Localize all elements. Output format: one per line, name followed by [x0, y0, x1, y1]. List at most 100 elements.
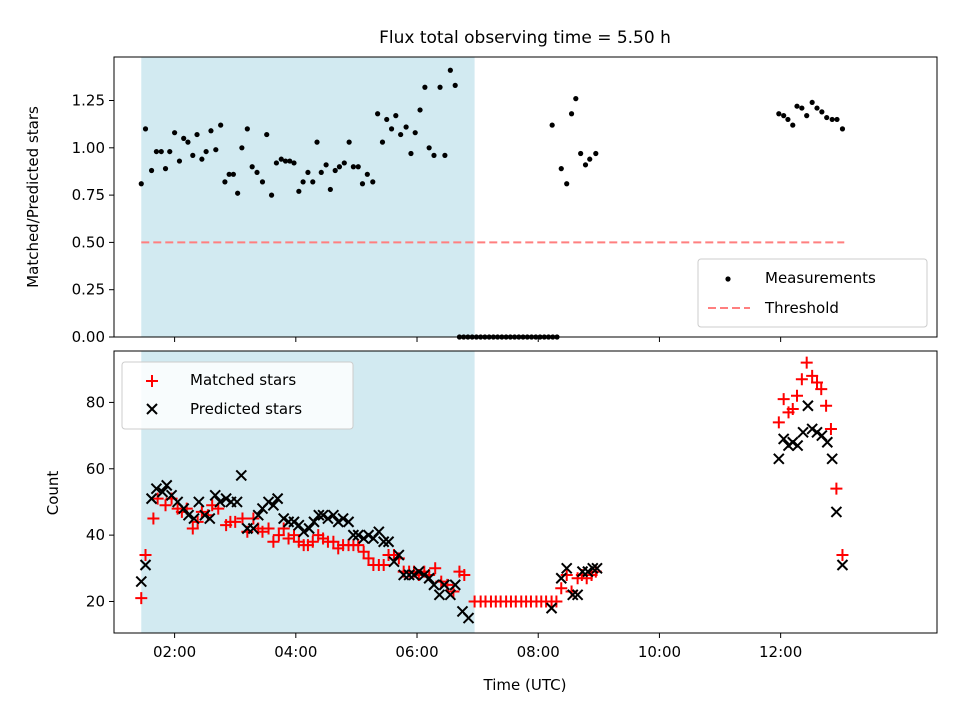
- measurement-point: [310, 179, 315, 184]
- measurement-point: [213, 147, 218, 152]
- predicted-star-point: [822, 437, 832, 447]
- predicted-star-point: [803, 401, 813, 411]
- legend-predicted-label: Predicted stars: [190, 400, 302, 418]
- measurement-point: [305, 170, 310, 175]
- measurement-point: [417, 107, 422, 112]
- measurement-point: [185, 140, 190, 145]
- measurement-point: [300, 179, 305, 184]
- x-tick-label: 12:00: [759, 643, 802, 661]
- y-tick-label: 0.50: [72, 233, 105, 251]
- y-tick-label: 0.00: [72, 328, 105, 346]
- measurement-point: [149, 168, 154, 173]
- bottom-x-ticks: 02:00 04:00 06:00 08:00 10:00 12:00: [153, 633, 802, 661]
- measurement-point: [199, 157, 204, 162]
- measurement-point: [453, 83, 458, 88]
- measurement-point: [370, 179, 375, 184]
- measurement-point: [810, 100, 815, 105]
- matched-star-point: [555, 582, 567, 594]
- measurement-point: [573, 96, 578, 101]
- measurement-point: [804, 113, 809, 118]
- measurement-point: [389, 126, 394, 131]
- legend-threshold-label: Threshold: [764, 299, 839, 317]
- bottom-y-ticks: 20 40 60 80: [86, 393, 114, 610]
- y-tick-label: 80: [86, 393, 105, 411]
- measurement-point: [578, 151, 583, 156]
- measurement-point: [830, 117, 835, 122]
- measurement-point: [840, 126, 845, 131]
- measurement-point: [143, 126, 148, 131]
- measurement-point: [814, 105, 819, 110]
- measurement-point: [181, 136, 186, 141]
- measurement-point: [365, 172, 370, 177]
- measurement-point: [393, 113, 398, 118]
- predicted-star-point: [827, 454, 837, 464]
- x-axis-label: Time (UTC): [483, 676, 567, 694]
- measurement-point: [569, 111, 574, 116]
- measurement-point: [264, 132, 269, 137]
- measurement-point: [824, 115, 829, 120]
- top-y-axis-label: Matched/Predicted stars: [24, 106, 42, 288]
- measurement-point: [347, 140, 352, 145]
- measurement-point: [398, 132, 403, 137]
- y-tick-label: 1.25: [72, 92, 105, 110]
- measurement-point: [139, 181, 144, 186]
- measurement-point: [587, 157, 592, 162]
- measurement-point: [260, 179, 265, 184]
- measurement-point: [250, 164, 255, 169]
- predicted-star-point: [774, 454, 784, 464]
- observing-span-top: [141, 57, 474, 337]
- x-tick-label: 02:00: [153, 643, 196, 661]
- measurement-point: [375, 111, 380, 116]
- legend-matched-label: Matched stars: [190, 371, 296, 389]
- predicted-star-point: [779, 434, 789, 444]
- measurement-point: [163, 166, 168, 171]
- measurement-point: [408, 151, 413, 156]
- bottom-panel: 20406080 02:00 04:00 06:00 08:00 10:00 12:00 …: [44, 351, 937, 694]
- bottom-y-axis-label: Count: [44, 471, 62, 516]
- measurement-point: [337, 164, 342, 169]
- measurement-point: [269, 193, 274, 198]
- matched-star-point: [796, 373, 808, 385]
- bottom-legend: Matched stars Predicted stars: [122, 362, 353, 429]
- measurement-point: [413, 130, 418, 135]
- measurement-point: [559, 166, 564, 171]
- measurement-point: [360, 181, 365, 186]
- measurement-point: [431, 153, 436, 158]
- matched-star-point: [836, 549, 848, 561]
- measurement-point: [448, 68, 453, 73]
- matched-star-point: [791, 390, 803, 402]
- measurement-point: [324, 162, 329, 167]
- measurement-point: [785, 117, 790, 122]
- measurement-point: [159, 149, 164, 154]
- legend-measurements-label: Measurements: [765, 269, 876, 287]
- matched-star-point: [773, 416, 785, 428]
- measurement-point: [427, 145, 432, 150]
- y-tick-label: 0.75: [72, 186, 105, 204]
- measurement-point: [384, 117, 389, 122]
- measurement-point: [235, 191, 240, 196]
- measurement-point: [296, 189, 301, 194]
- measurement-point: [790, 123, 795, 128]
- matched-star-point: [825, 423, 837, 435]
- top-legend: Measurements Threshold: [698, 259, 927, 327]
- x-tick-label: 06:00: [395, 643, 438, 661]
- x-tick-label: 08:00: [517, 643, 560, 661]
- measurement-point: [314, 140, 319, 145]
- chart-title: Flux total observing time = 5.50 h: [379, 28, 671, 48]
- y-tick-label: 20: [86, 592, 105, 610]
- x-tick-label: 10:00: [638, 643, 681, 661]
- measurement-point: [794, 104, 799, 109]
- measurement-point: [274, 160, 279, 165]
- measurement-point: [319, 170, 324, 175]
- measurement-point: [351, 164, 356, 169]
- measurement-point: [177, 158, 182, 163]
- measurement-point: [218, 123, 223, 128]
- measurement-point: [172, 130, 177, 135]
- y-tick-label: 60: [86, 460, 105, 478]
- measurement-point: [333, 168, 338, 173]
- measurement-point: [239, 145, 244, 150]
- measurement-point: [819, 109, 824, 114]
- measurement-point: [422, 85, 427, 90]
- y-tick-label: 1.00: [72, 139, 105, 157]
- measurement-point: [437, 85, 442, 90]
